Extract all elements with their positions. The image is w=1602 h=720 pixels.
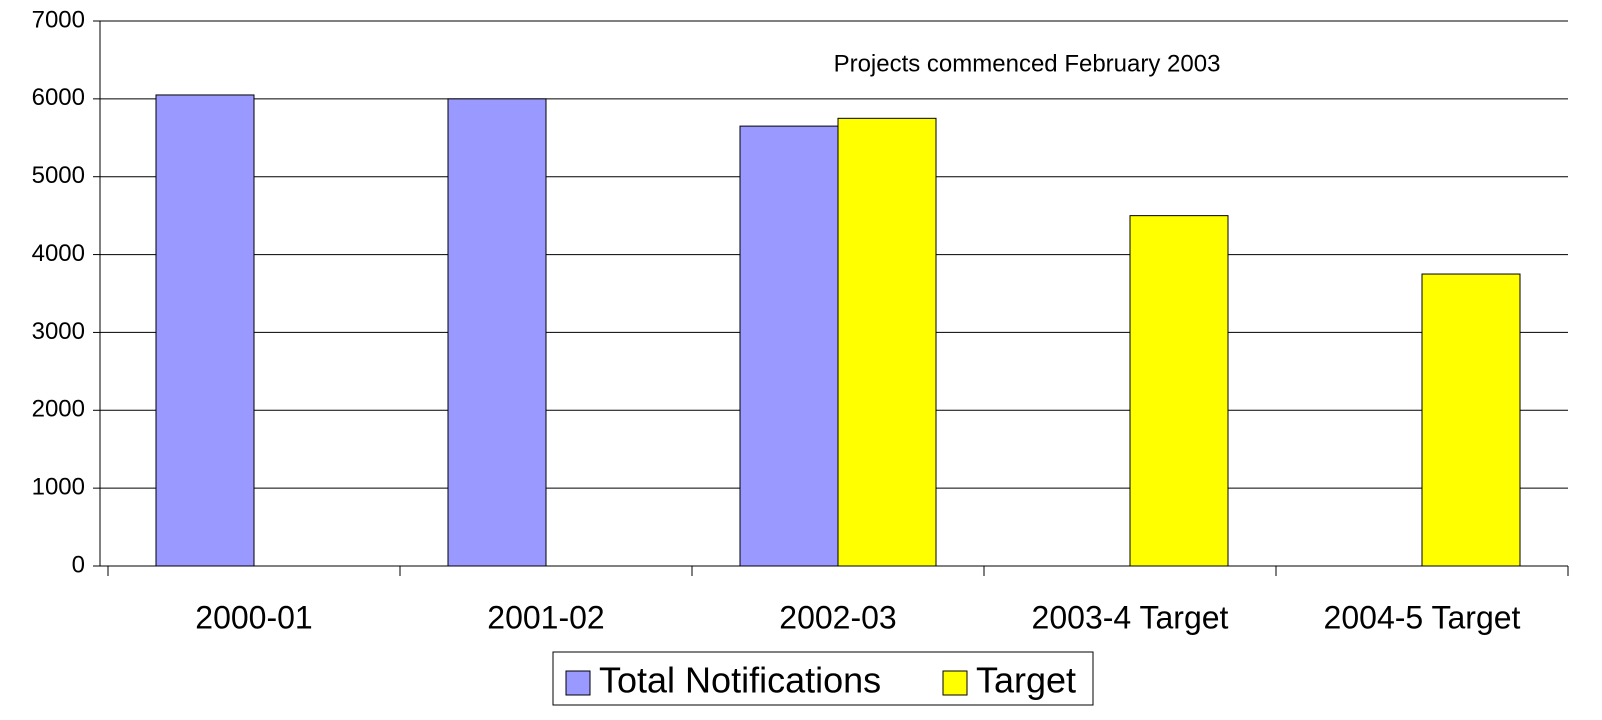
y-tick-label: 2000 <box>32 396 85 423</box>
x-tick-label: 2003-4 Target <box>1032 599 1229 635</box>
legend-swatch <box>942 670 968 696</box>
bar <box>1421 273 1521 567</box>
legend-box <box>552 651 1094 706</box>
x-tick-label: 2001-02 <box>487 599 604 635</box>
y-tick-label: 7000 <box>32 6 85 33</box>
bar <box>155 94 255 567</box>
legend-label: Total Notifications <box>599 660 881 701</box>
y-tick-label: 0 <box>72 551 85 578</box>
bar <box>1129 215 1229 567</box>
x-tick-label: 2000-01 <box>195 599 312 635</box>
bar <box>739 125 839 567</box>
legend-swatch <box>565 670 591 696</box>
y-tick-label: 5000 <box>32 162 85 189</box>
bar <box>837 117 937 567</box>
annotation: Projects commenced February 2003 <box>834 50 1221 77</box>
y-tick-label: 4000 <box>32 240 85 267</box>
legend-label: Target <box>976 660 1076 701</box>
y-tick-label: 6000 <box>32 84 85 111</box>
y-tick-label: 1000 <box>32 473 85 500</box>
x-tick-label: 2002-03 <box>779 599 896 635</box>
x-tick-label: 2004-5 Target <box>1324 599 1521 635</box>
bar <box>447 98 547 567</box>
y-tick-label: 3000 <box>32 318 85 345</box>
